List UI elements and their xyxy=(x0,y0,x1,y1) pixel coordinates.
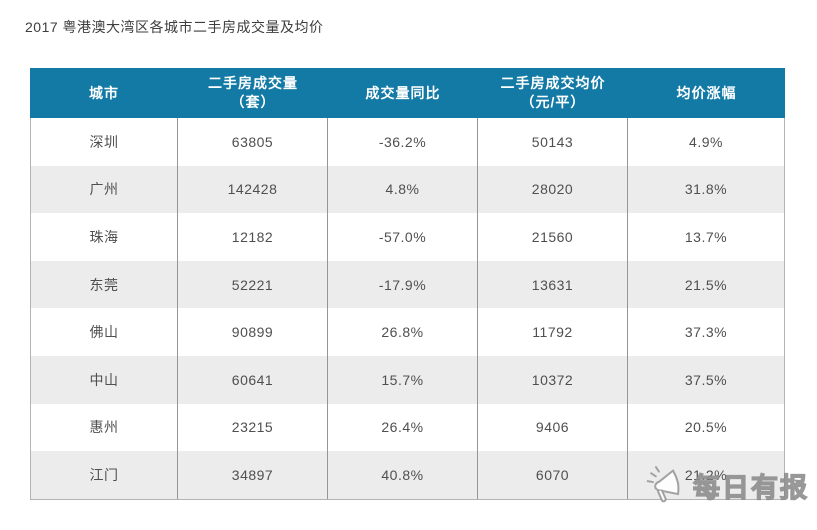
cell-avg-price: 10372 xyxy=(478,355,628,404)
cell-volume-yoy: 15.7% xyxy=(328,355,478,404)
cell-avg-price: 13631 xyxy=(478,260,628,309)
table-row: 广州 142428 4.8% 28020 31.8% xyxy=(31,165,784,214)
cell-volume: 90899 xyxy=(178,308,328,356)
table-row: 江门 34897 40.8% 6070 21.2% xyxy=(31,451,784,499)
cell-volume-yoy: 26.8% xyxy=(328,308,478,356)
cell-volume: 34897 xyxy=(178,451,328,499)
cell-price-change: 4.9% xyxy=(689,133,723,150)
column-header-city: 城市 xyxy=(89,84,119,101)
cell-volume: 23215 xyxy=(178,403,328,452)
column-header-volume-yoy: 成交量同比 xyxy=(365,84,441,101)
cell-city: 珠海 xyxy=(31,213,178,261)
cell-volume: 12182 xyxy=(178,213,328,261)
cell-price-change: 13.7% xyxy=(684,228,728,245)
cell-city: 佛山 xyxy=(31,308,178,356)
table-row: 东莞 52221 -17.9% 13631 21.5% xyxy=(31,260,784,309)
cell-volume: 52221 xyxy=(178,260,328,309)
cell-city: 深圳 xyxy=(31,118,178,166)
cell-avg-price: 21560 xyxy=(478,213,628,261)
cell-city: 惠州 xyxy=(31,403,178,452)
data-table: 城市 二手房成交量 （套） 成交量同比 二手房成交均价 （元/平） 均价涨幅 深… xyxy=(30,68,785,500)
cell-volume-yoy: 40.8% xyxy=(328,451,478,499)
table-body: 深圳 63805 -36.2% 50143 4.9% 广州 142428 4.8… xyxy=(30,118,785,500)
cell-city: 广州 xyxy=(31,165,178,214)
page-title: 2017 粤港澳大湾区各城市二手房成交量及均价 xyxy=(25,19,324,35)
table-header-row: 城市 二手房成交量 （套） 成交量同比 二手房成交均价 （元/平） 均价涨幅 xyxy=(30,68,785,118)
cell-price-change: 21.2% xyxy=(684,466,728,483)
cell-avg-price: 11792 xyxy=(478,308,628,356)
cell-avg-price: 9406 xyxy=(478,403,628,452)
cell-avg-price: 50143 xyxy=(478,118,628,166)
table-row: 深圳 63805 -36.2% 50143 4.9% xyxy=(31,118,784,166)
table-row: 中山 60641 15.7% 10372 37.5% xyxy=(31,355,784,404)
cell-volume: 60641 xyxy=(178,355,328,404)
cell-price-change: 20.5% xyxy=(684,419,728,436)
cell-price-change: 31.8% xyxy=(684,181,728,198)
table-row: 珠海 12182 -57.0% 21560 13.7% xyxy=(31,213,784,261)
cell-volume-yoy: 4.8% xyxy=(328,165,478,214)
cell-avg-price: 28020 xyxy=(478,165,628,214)
cell-price-change: 21.5% xyxy=(684,276,728,293)
cell-city: 中山 xyxy=(31,355,178,404)
watermark-label: 每日有报 xyxy=(692,472,809,503)
watermark: 每日有报 xyxy=(646,462,809,509)
cell-volume-yoy: 26.4% xyxy=(328,403,478,452)
table-row: 惠州 23215 26.4% 9406 20.5% xyxy=(31,403,784,452)
cell-price-change: 37.3% xyxy=(684,324,728,341)
cell-volume: 142428 xyxy=(178,165,328,214)
cell-city: 江门 xyxy=(31,451,178,499)
column-header-avg-price: 二手房成交均价 （元/平） xyxy=(500,75,606,110)
cell-city: 东莞 xyxy=(31,260,178,309)
table-row: 佛山 90899 26.8% 11792 37.3% xyxy=(31,308,784,356)
cell-avg-price: 6070 xyxy=(478,451,628,499)
megaphone-icon xyxy=(642,458,695,513)
cell-volume: 63805 xyxy=(178,118,328,166)
cell-price-change: 37.5% xyxy=(684,371,728,388)
column-header-price-change: 均价涨幅 xyxy=(676,84,737,101)
cell-volume-yoy: -17.9% xyxy=(328,260,478,309)
cell-volume-yoy: -57.0% xyxy=(328,213,478,261)
cell-volume-yoy: -36.2% xyxy=(328,118,478,166)
column-header-volume: 二手房成交量 （套） xyxy=(208,75,298,110)
